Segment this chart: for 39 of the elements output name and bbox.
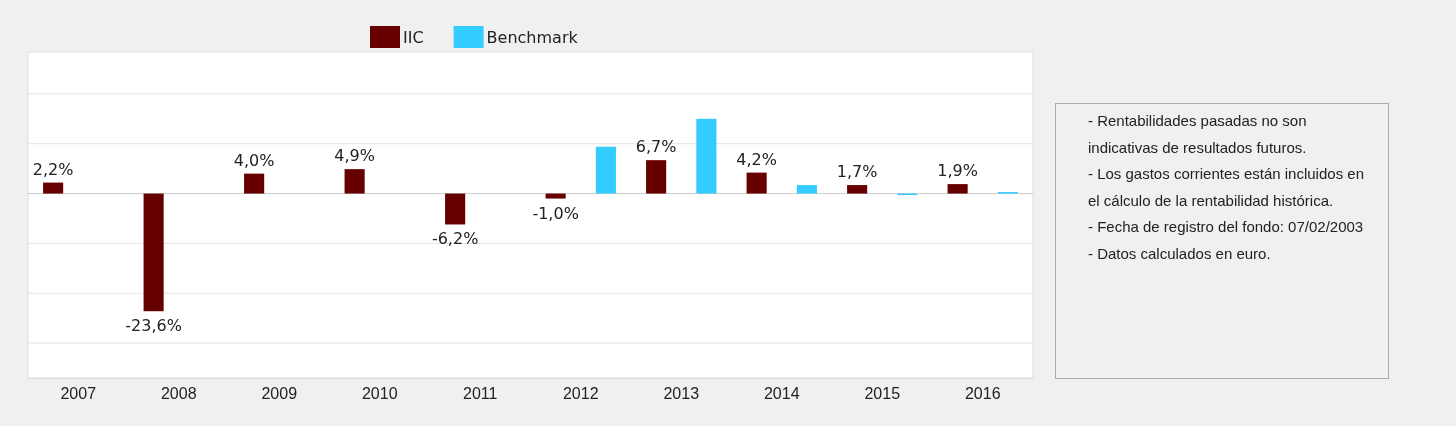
bar [344,169,365,194]
bar [143,193,164,312]
data-label: -6,2% [431,229,479,249]
x-tick-label: 2015 [864,385,901,403]
legend-label: IIC [403,28,424,47]
x-tick-label: 2012 [562,385,599,403]
x-tick-label: 2013 [663,385,700,403]
bar [696,118,717,194]
bar [43,182,64,194]
text: - Los gastos corrientes están incluidos en el cálculo de la rentabilidad histórica. [1088,164,1365,211]
bar [847,185,868,194]
data-label: -1,0% [532,203,579,223]
data-label: 2,2% [32,159,74,179]
x-tick-label: 2011 [463,385,498,403]
bar [796,185,817,194]
data-label: 4,9% [334,146,375,166]
data-label: 4,0% [233,150,275,170]
data-label: 1,9% [937,161,978,181]
x-tick-label: 2007 [60,385,97,403]
bar [595,146,616,194]
data-label: -23,6% [125,316,182,336]
x-tick-label: 2008 [160,385,197,403]
legend-label: Benchmark [486,28,579,47]
bar [646,160,667,194]
x-tick-label: 2016 [964,385,1001,403]
data-label: 6,7% [635,137,677,157]
data-label: 1,7% [836,162,878,182]
x-tick-label: 2014 [763,385,800,403]
bar [445,193,466,225]
text: - Datos calculados en euro. [1088,243,1272,264]
x-tick-label: 2009 [261,385,298,403]
bar [746,172,767,194]
text: - Fecha de registro del fondo: 07/02/2003 [1088,217,1365,237]
x-tick-label: 2010 [361,385,398,403]
bar [244,173,265,194]
data-label: 4,2% [736,149,777,169]
bar [545,193,566,199]
text: - Rentabilidades pasadas no son indicativas de resultados futuros. [1088,111,1308,158]
bar [947,184,968,194]
